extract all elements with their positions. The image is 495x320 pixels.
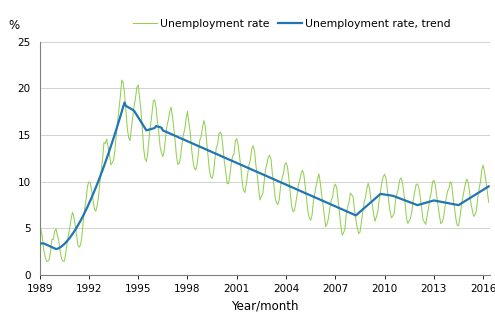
Unemployment rate	[257, 198, 263, 202]
Unemployment rate	[196, 151, 201, 155]
Unemployment rate, trend	[314, 196, 320, 200]
Unemployment rate, trend	[373, 196, 379, 199]
X-axis label: Year/month: Year/month	[231, 300, 298, 313]
Legend: Unemployment rate, Unemployment rate, trend: Unemployment rate, Unemployment rate, tr…	[129, 14, 455, 33]
Unemployment rate, trend	[196, 144, 201, 148]
Unemployment rate	[37, 222, 43, 226]
Unemployment rate	[373, 215, 379, 219]
Text: %: %	[8, 19, 19, 32]
Unemployment rate, trend	[486, 184, 492, 188]
Unemployment rate, trend	[398, 197, 404, 201]
Unemployment rate, trend	[53, 247, 59, 251]
Unemployment rate, trend	[121, 100, 127, 104]
Unemployment rate, trend	[257, 171, 263, 175]
Unemployment rate, trend	[37, 242, 43, 245]
Line: Unemployment rate: Unemployment rate	[40, 80, 489, 261]
Unemployment rate	[119, 78, 125, 82]
Unemployment rate	[314, 177, 320, 181]
Line: Unemployment rate, trend: Unemployment rate, trend	[40, 102, 489, 249]
Unemployment rate	[44, 259, 50, 263]
Unemployment rate	[398, 176, 404, 180]
Unemployment rate	[275, 203, 281, 206]
Unemployment rate, trend	[275, 179, 281, 183]
Unemployment rate	[486, 200, 492, 204]
